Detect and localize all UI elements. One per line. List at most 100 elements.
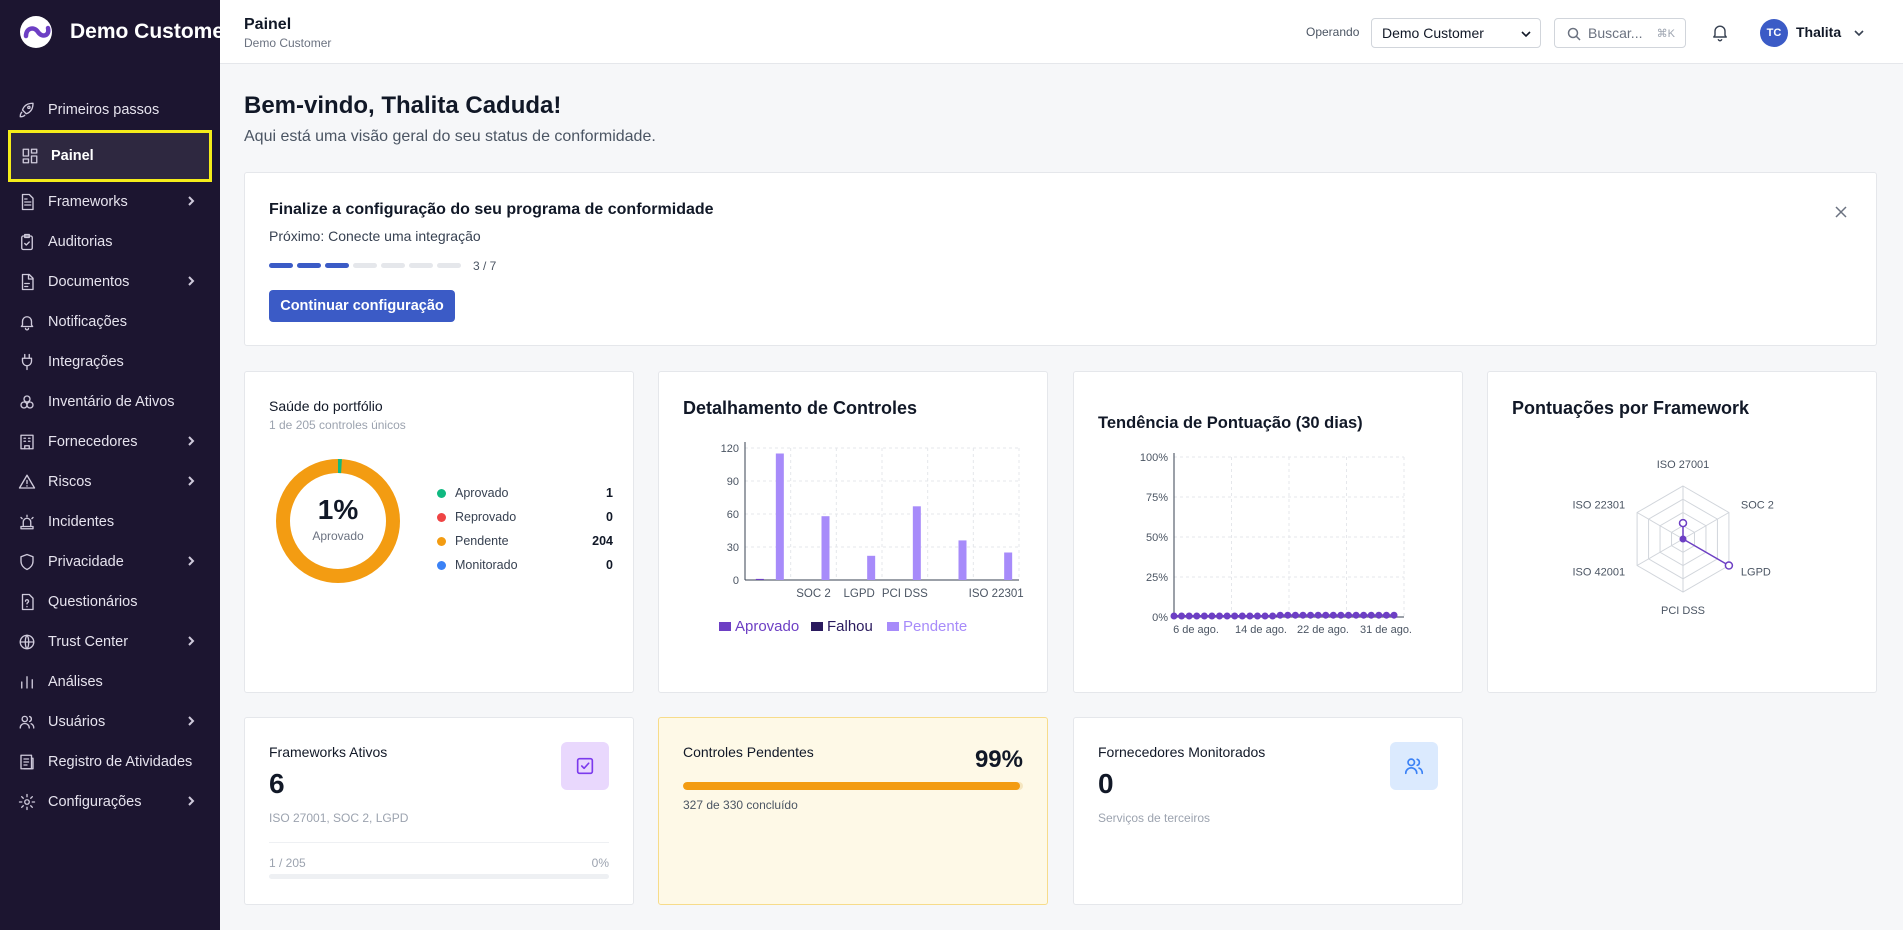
trend-point bbox=[1352, 611, 1360, 619]
trend-point bbox=[1291, 611, 1299, 619]
dashboard-icon bbox=[21, 147, 39, 165]
bar-chart-icon bbox=[18, 673, 36, 691]
active-frameworks-count: 1 / 205 bbox=[269, 856, 306, 870]
sidebar-item-label: Incidentes bbox=[48, 514, 115, 530]
sidebar-item-incidentes[interactable]: Incidentes bbox=[0, 502, 220, 542]
score-trend-chart: 0% 25% 50% 75% 100% 6 de ago. 14 de ago. 22 de … bbox=[1140, 452, 1412, 636]
sidebar-item-label: Primeiros passos bbox=[48, 102, 160, 118]
customer-select-value: Demo Customer bbox=[1382, 25, 1484, 41]
active-frameworks-label: Frameworks Ativos bbox=[269, 744, 388, 760]
sidebar-item-riscos[interactable]: Riscos bbox=[0, 462, 220, 502]
pending-progress-fill bbox=[683, 782, 1020, 790]
sidebar-item-inventario-de-ativos[interactable]: Inventário de Ativos bbox=[0, 382, 220, 422]
sidebar-item-label: Questionários bbox=[48, 594, 138, 610]
logo-icon bbox=[20, 16, 52, 48]
trend-point bbox=[1367, 611, 1375, 619]
trend-point bbox=[1170, 612, 1178, 620]
trend-point bbox=[1178, 612, 1186, 620]
radar-axis-label: LGPD bbox=[1741, 567, 1771, 579]
setup-step bbox=[409, 263, 433, 268]
y-tick-label: 60 bbox=[727, 509, 739, 521]
close-icon[interactable] bbox=[1834, 205, 1848, 219]
brand-name: Demo Customer bbox=[70, 20, 220, 43]
sidebar-item-label: Análises bbox=[48, 674, 103, 690]
warning-icon bbox=[18, 473, 36, 491]
chevron-right-icon bbox=[184, 794, 198, 808]
sidebar-item-documentos[interactable]: Documentos bbox=[0, 262, 220, 302]
radar-point bbox=[1678, 518, 1688, 528]
sidebar-item-label: Riscos bbox=[48, 474, 92, 490]
rocket-icon bbox=[18, 101, 36, 119]
trend-point bbox=[1307, 611, 1315, 619]
sidebar-item-frameworks[interactable]: Frameworks bbox=[0, 182, 220, 222]
sidebar-item-registro-de-atividades[interactable]: Registro de Atividades bbox=[0, 742, 220, 782]
sidebar-item-configuracoes[interactable]: Configurações bbox=[0, 782, 220, 822]
pending-controls-percent: 99% bbox=[974, 746, 1023, 773]
legend-dot bbox=[437, 489, 446, 498]
sidebar-item-primeiros-passos[interactable]: Primeiros passos bbox=[0, 90, 220, 130]
chevron-right-icon bbox=[184, 634, 198, 648]
y-tick-label: 100% bbox=[1140, 452, 1168, 464]
monitored-vendors-label: Fornecedores Monitorados bbox=[1098, 744, 1266, 760]
search-shortcut: ⌘K bbox=[1656, 28, 1675, 40]
document-icon bbox=[18, 193, 36, 211]
trend-point bbox=[1246, 612, 1254, 620]
sidebar-item-usuarios[interactable]: Usuários bbox=[0, 702, 220, 742]
trend-point bbox=[1185, 612, 1193, 620]
trend-point bbox=[1329, 611, 1337, 619]
page-subtitle: Demo Customer bbox=[244, 36, 332, 50]
radar-axis-label: ISO 27001 bbox=[1657, 459, 1710, 471]
sidebar-item-integracoes[interactable]: Integrações bbox=[0, 342, 220, 382]
sidebar-item-painel[interactable]: Painel bbox=[8, 130, 212, 182]
sidebar-item-trust-center[interactable]: Trust Center bbox=[0, 622, 220, 662]
setup-title: Finalize a configuração do seu programa … bbox=[269, 201, 714, 218]
search-input[interactable]: Buscar... ⌘K bbox=[1554, 18, 1686, 48]
legend-label: Pendente bbox=[903, 618, 967, 635]
y-tick-label: 30 bbox=[727, 542, 739, 554]
trend-point bbox=[1375, 611, 1383, 619]
sidebar-item-analises[interactable]: Análises bbox=[0, 662, 220, 702]
setup-next-step: Próximo: Conecte uma integração bbox=[269, 228, 481, 244]
portfolio-title: Saúde do portfólio bbox=[269, 398, 383, 414]
legend-dot bbox=[437, 513, 446, 522]
chevron-down-icon[interactable] bbox=[1852, 26, 1866, 40]
bell-icon[interactable] bbox=[1710, 22, 1730, 42]
sidebar-item-fornecedores[interactable]: Fornecedores bbox=[0, 422, 220, 462]
chevron-right-icon bbox=[184, 554, 198, 568]
controls-bar-chart: 0 30 60 90 120 SOC 2 LGPD PCI DSS ISO 22301 Aprov… bbox=[719, 442, 1024, 635]
sidebar-item-label: Configurações bbox=[48, 794, 142, 810]
welcome-subtitle: Aqui está uma visão geral do seu status … bbox=[244, 128, 656, 145]
sidebar-item-privacidade[interactable]: Privacidade bbox=[0, 542, 220, 582]
bar-pendente bbox=[775, 453, 784, 580]
sidebar-item-label: Integrações bbox=[48, 354, 124, 370]
boxes-icon bbox=[18, 393, 36, 411]
avatar[interactable]: TC bbox=[1760, 19, 1788, 47]
monitored-vendors-card: Fornecedores Monitorados 0 Serviços de t… bbox=[1073, 717, 1463, 905]
welcome-title: Bem-vindo, Thalita Caduda! bbox=[244, 92, 562, 119]
sidebar-item-questionarios[interactable]: Questionários bbox=[0, 582, 220, 622]
legend-label: Pendente bbox=[455, 534, 509, 548]
framework-scores-card: Pontuações por Framework ISO 27001 SOC 2 L… bbox=[1487, 371, 1877, 693]
sidebar-item-label: Painel bbox=[51, 148, 94, 164]
radar-point bbox=[1679, 535, 1687, 543]
x-tick-label: 22 de ago. bbox=[1297, 624, 1349, 636]
setup-card: Finalize a configuração do seu programa … bbox=[244, 172, 1877, 346]
brand[interactable]: Demo Customer bbox=[0, 0, 220, 64]
bell-icon bbox=[18, 313, 36, 331]
x-tick-label: PCI DSS bbox=[882, 588, 928, 600]
trend-point bbox=[1269, 612, 1277, 620]
search-placeholder: Buscar... bbox=[1588, 25, 1643, 41]
sidebar-item-auditorias[interactable]: Auditorias bbox=[0, 222, 220, 262]
trend-point bbox=[1382, 611, 1390, 619]
user-name[interactable]: Thalita bbox=[1796, 24, 1842, 40]
portfolio-subtitle: 1 de 205 controles únicos bbox=[269, 418, 406, 432]
sidebar-item-notificacoes[interactable]: Notificações bbox=[0, 302, 220, 342]
customer-select[interactable]: Demo Customer bbox=[1371, 18, 1541, 48]
chevron-right-icon bbox=[184, 434, 198, 448]
trend-point bbox=[1200, 612, 1208, 620]
setup-step bbox=[437, 263, 461, 268]
trend-point bbox=[1337, 611, 1345, 619]
sidebar-item-label: Fornecedores bbox=[48, 434, 138, 450]
trend-title: Tendência de Pontuação (30 dias) bbox=[1098, 414, 1363, 432]
continue-setup-button[interactable]: Continuar configuração bbox=[269, 290, 455, 322]
